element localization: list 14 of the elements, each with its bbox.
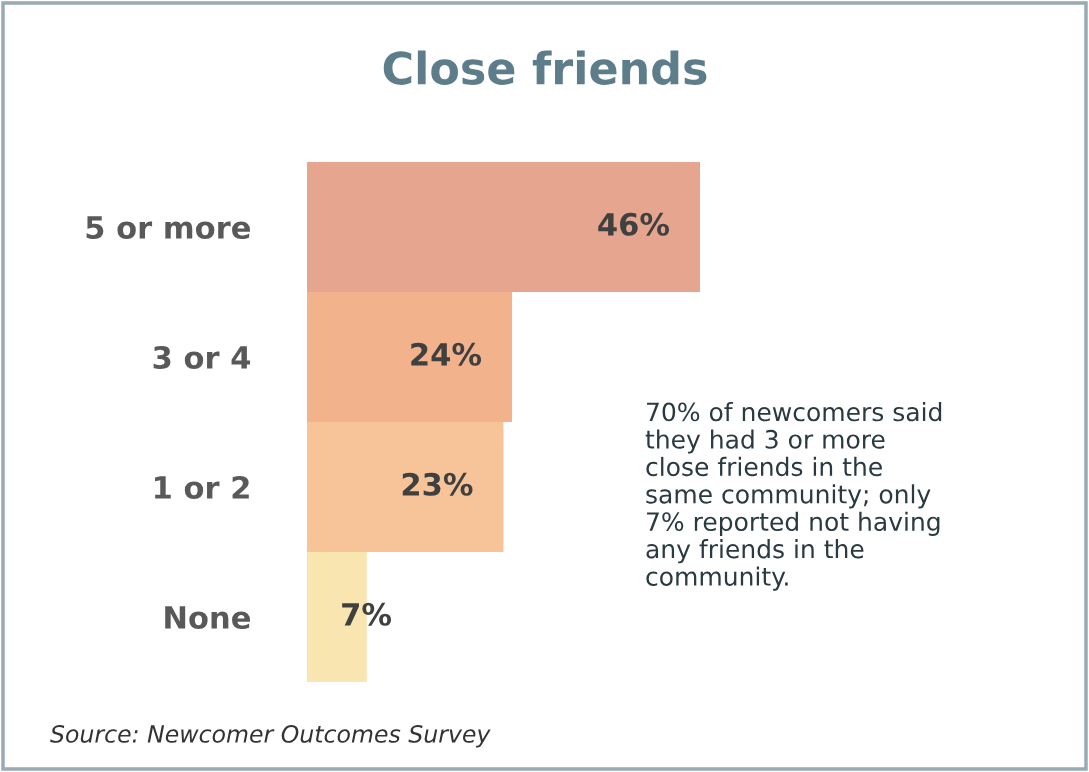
bar: [307, 162, 700, 292]
y-tick-label: 3 or 4: [153, 345, 251, 370]
data-label: 24%: [411, 342, 482, 366]
bar: [307, 292, 513, 422]
data-label: 46%: [598, 212, 670, 236]
source-note: Source: Newcomer Outcomes Survey: [50, 724, 491, 748]
chart-title: Close friends: [383, 50, 707, 85]
y-tick-label: None: [165, 606, 250, 630]
y-tick-label: 5 or more: [86, 216, 250, 240]
y-tick-label: 1 or 2: [155, 475, 249, 500]
data-label: 7%: [342, 602, 392, 626]
bar: [307, 422, 504, 552]
data-label: 23%: [402, 472, 473, 496]
annotation: 70% of newcomers said they had 3 or more close friends in the same community; only 7% reported not having any friends in the community.: [645, 402, 942, 591]
